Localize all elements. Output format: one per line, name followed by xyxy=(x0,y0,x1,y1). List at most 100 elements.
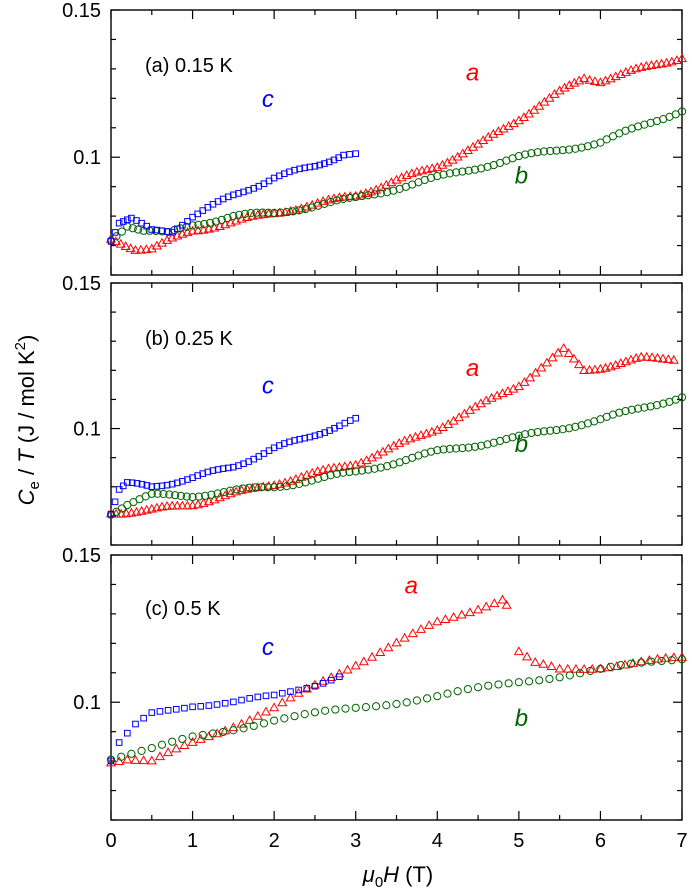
data-point xyxy=(415,623,427,633)
data-point xyxy=(586,666,595,676)
data-point xyxy=(351,703,360,712)
data-point xyxy=(232,485,241,494)
data-point xyxy=(370,190,379,199)
data-point xyxy=(182,500,193,510)
data-point xyxy=(224,464,232,472)
data-point xyxy=(230,698,237,706)
data-point xyxy=(426,447,436,456)
data-point xyxy=(179,477,186,485)
data-point xyxy=(345,460,356,470)
data-point xyxy=(493,126,504,136)
data-point xyxy=(200,219,209,229)
data-point xyxy=(668,354,679,364)
data-point xyxy=(277,697,288,707)
data-point xyxy=(587,663,598,673)
data-point xyxy=(203,731,214,741)
data-point xyxy=(533,148,542,157)
data-point xyxy=(646,118,655,127)
data-point xyxy=(319,680,327,687)
data-point xyxy=(107,510,115,518)
data-point xyxy=(151,240,162,250)
series-c xyxy=(107,414,360,518)
data-point xyxy=(361,702,371,712)
data-point xyxy=(342,664,353,674)
data-point xyxy=(311,432,319,440)
data-point xyxy=(276,208,285,217)
data-point xyxy=(198,224,209,234)
data-point xyxy=(115,238,126,248)
data-point xyxy=(209,467,217,474)
data-point xyxy=(246,209,255,218)
data-point xyxy=(519,377,530,386)
data-point xyxy=(382,188,392,197)
data-point xyxy=(370,464,379,473)
data-point xyxy=(647,657,656,666)
data-point xyxy=(483,131,494,141)
data-point xyxy=(508,433,517,442)
data-point xyxy=(235,190,242,197)
data-point xyxy=(464,443,473,452)
data-point xyxy=(119,482,127,490)
data-point xyxy=(140,714,147,722)
data-point xyxy=(584,74,595,84)
data-point xyxy=(204,468,212,476)
data-point xyxy=(501,599,512,609)
data-point xyxy=(275,172,283,180)
data-point xyxy=(647,352,658,362)
data-point xyxy=(316,431,324,438)
series-a xyxy=(105,53,688,254)
data-point xyxy=(199,470,207,477)
data-point xyxy=(269,480,280,489)
data-point xyxy=(238,484,247,493)
data-point xyxy=(201,491,210,500)
data-point xyxy=(147,743,156,753)
data-point xyxy=(533,427,542,437)
data-point xyxy=(311,682,319,690)
data-point xyxy=(211,217,220,226)
data-point xyxy=(164,707,172,714)
data-point xyxy=(339,468,348,477)
data-point xyxy=(641,351,652,361)
data-point xyxy=(562,663,573,673)
data-point xyxy=(448,611,459,621)
data-point xyxy=(157,740,167,749)
series-label-b: b xyxy=(515,705,528,732)
series-b xyxy=(106,393,687,519)
data-point xyxy=(132,720,139,728)
data-point xyxy=(189,474,196,481)
data-point xyxy=(211,728,223,738)
data-point xyxy=(279,689,286,697)
y-title-mid: / xyxy=(14,463,39,481)
data-point xyxy=(389,186,398,195)
data-point xyxy=(310,708,320,717)
data-point xyxy=(497,594,508,604)
data-point xyxy=(440,614,451,623)
data-point xyxy=(372,702,381,711)
data-point xyxy=(235,462,242,469)
data-point xyxy=(107,238,115,245)
data-point xyxy=(470,165,480,174)
data-point xyxy=(488,128,499,138)
data-point xyxy=(163,481,171,489)
data-point xyxy=(269,702,280,712)
data-point xyxy=(291,437,298,444)
data-point xyxy=(158,482,166,490)
data-point xyxy=(513,646,524,656)
data-point xyxy=(424,620,435,629)
data-point xyxy=(187,736,198,746)
y-axis-title: Ce / T (J / mol K2) xyxy=(12,335,43,506)
data-point xyxy=(640,120,649,129)
x-title-sub: 0 xyxy=(375,874,383,890)
data-point xyxy=(433,692,442,701)
data-point xyxy=(168,480,176,488)
data-point xyxy=(383,642,394,652)
data-point xyxy=(127,749,136,758)
data-point xyxy=(336,673,343,681)
data-point xyxy=(115,219,123,227)
data-point xyxy=(458,443,467,453)
data-point xyxy=(307,476,316,485)
y-tick-label: 0.15 xyxy=(62,273,101,295)
data-point xyxy=(552,146,561,155)
x-axis-title: μ0H (T) xyxy=(362,862,434,890)
data-point xyxy=(270,444,278,452)
